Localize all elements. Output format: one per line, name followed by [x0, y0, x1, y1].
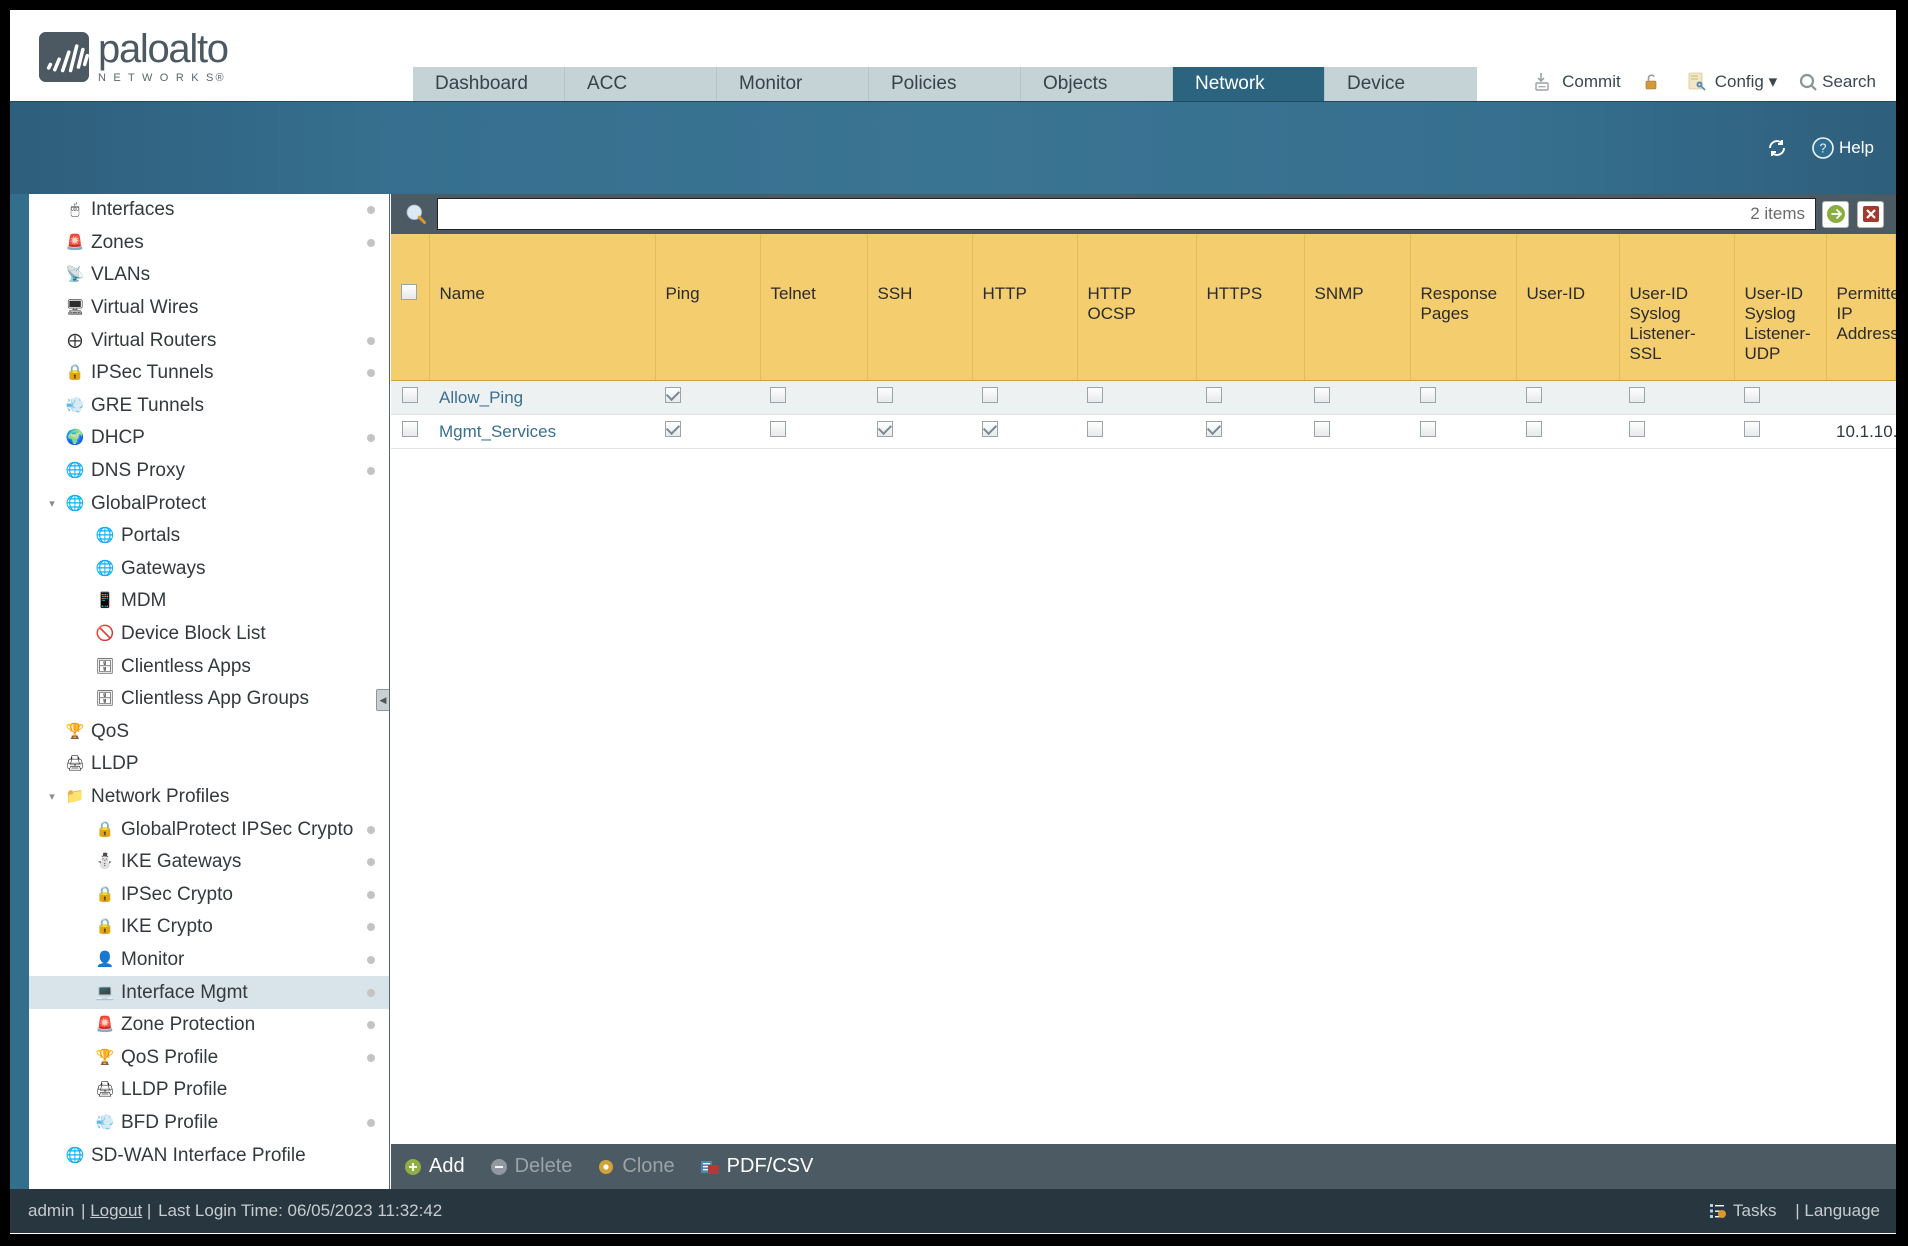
svg-text:?: ? [1820, 142, 1827, 156]
